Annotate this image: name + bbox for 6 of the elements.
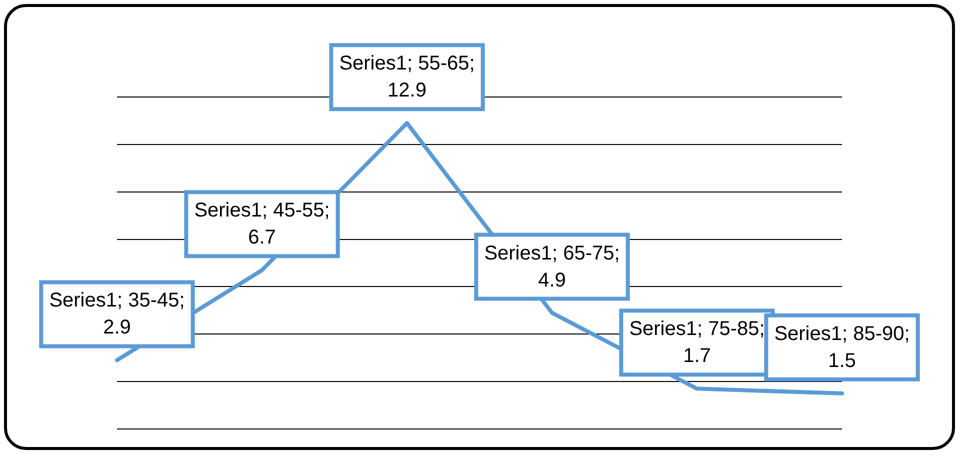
data-label: Series1; 45-55; 6.7 [194, 200, 330, 249]
data-label: Series1; 75-85; 1.7 [629, 318, 765, 368]
data-label: Series1; 65-75; 4.9 [484, 242, 620, 292]
data-label: Series1; 55-65; 12.9 [339, 52, 475, 102]
data-label: Series1; 85-90; 1.5 [774, 322, 910, 372]
data-label: Series1; 35-45; 2.9 [49, 290, 185, 339]
